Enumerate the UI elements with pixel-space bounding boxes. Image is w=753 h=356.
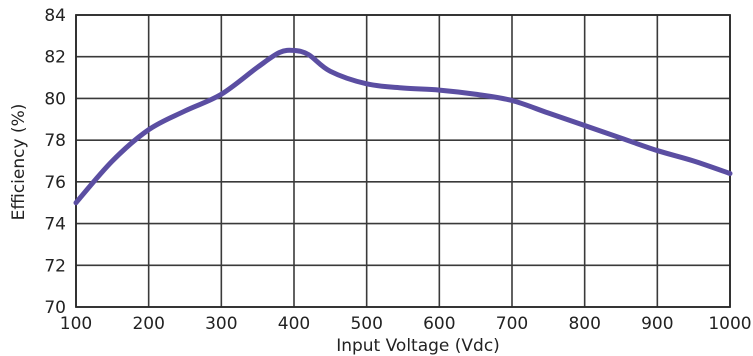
y-axis-ticks: 70 72 74 76 78 80 82 84 [44, 6, 66, 318]
x-tick-label: 200 [132, 314, 164, 334]
x-tick-label: 600 [423, 314, 455, 334]
y-tick-label: 74 [44, 215, 66, 235]
y-tick-label: 80 [44, 89, 66, 109]
y-tick-label: 82 [44, 48, 66, 68]
x-axis-label: Input Voltage (Vdc) [336, 336, 500, 356]
x-tick-label: 1000 [708, 314, 751, 334]
plot-frame [75, 14, 731, 308]
y-tick-label: 84 [44, 6, 66, 26]
y-tick-label: 72 [44, 256, 66, 276]
y-tick-label: 76 [44, 173, 66, 193]
grid [75, 14, 731, 308]
x-tick-label: 900 [641, 314, 673, 334]
x-tick-label: 300 [205, 314, 237, 334]
y-axis-label: Efficiency (%) [9, 104, 29, 221]
x-tick-label: 500 [350, 314, 382, 334]
efficiency-series-line [73, 47, 733, 206]
x-tick-label: 400 [278, 314, 310, 334]
series-group [73, 47, 733, 206]
x-tick-label: 100 [60, 314, 92, 334]
x-tick-label: 800 [568, 314, 600, 334]
y-tick-label: 78 [44, 131, 66, 151]
x-tick-label: 700 [496, 314, 528, 334]
y-tick-label: 70 [44, 298, 66, 318]
x-axis-ticks: 100 200 300 400 500 600 700 800 900 1000 [60, 314, 752, 334]
